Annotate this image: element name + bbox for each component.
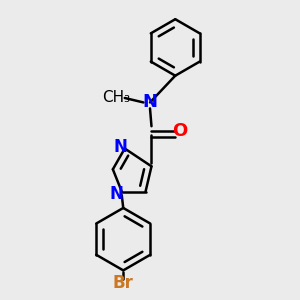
Text: O: O <box>172 122 187 140</box>
Text: N: N <box>113 138 127 156</box>
Text: N: N <box>142 93 158 111</box>
Text: CH₃: CH₃ <box>102 91 130 106</box>
Text: Br: Br <box>113 274 134 292</box>
Text: N: N <box>110 185 123 203</box>
